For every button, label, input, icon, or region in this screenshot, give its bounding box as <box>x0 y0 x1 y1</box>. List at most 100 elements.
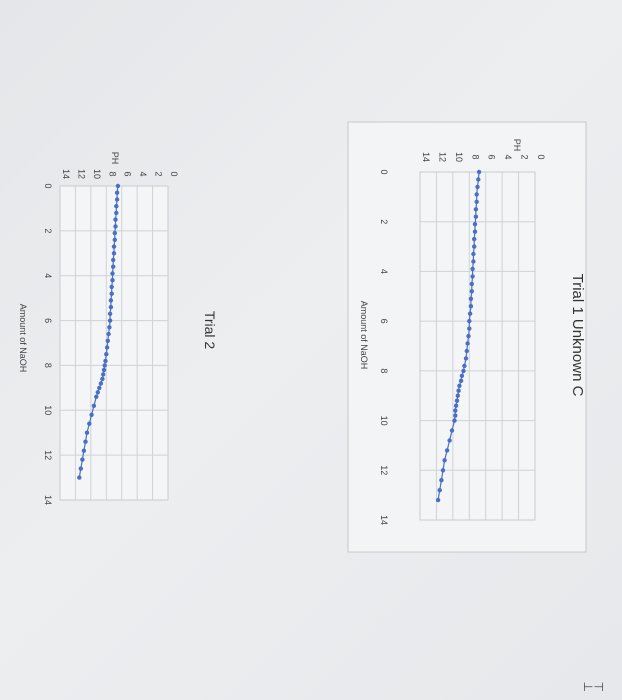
chart-2-y-tick-label: 10 <box>92 169 102 179</box>
chart-2-data-point <box>87 421 92 426</box>
chart-2-data-point <box>91 403 97 408</box>
chart-1-data-point <box>467 318 472 324</box>
chart-2-y-axis-label: PH <box>110 152 120 165</box>
chart-1-data-point <box>472 222 478 227</box>
chart-2-data-point <box>113 217 118 222</box>
chart-2-data-point <box>112 230 118 236</box>
pen-mark: ⊢⊣ <box>583 680 604 694</box>
chart-2-data-point <box>114 190 120 195</box>
chart-2-x-tick-label: 0 <box>43 183 53 188</box>
chart-2-data-point <box>107 318 113 323</box>
chart-1-y-tick-label: 8 <box>470 154 480 159</box>
chart-1-y-axis-label: PH <box>512 139 522 152</box>
chart-1-data-point <box>469 289 474 294</box>
chart-1-data-point <box>461 368 466 374</box>
chart-2-y-tick-label: 4 <box>138 171 148 176</box>
chart-2-data-point <box>102 363 107 368</box>
chart-1-data-point <box>456 388 461 393</box>
chart-2-y-tick-label: 12 <box>76 169 86 179</box>
chart-1-data-point <box>452 418 457 423</box>
chart-2-x-tick-label: 14 <box>43 495 53 505</box>
chart-2-data-point <box>81 448 87 453</box>
chart-2-data-point <box>84 430 90 435</box>
chart-1-plot-area: 0 2 4 6 8 10 12 14 0 2 4 6 8 10 12 14 <box>379 152 546 525</box>
chart-1-data-point <box>474 199 479 204</box>
chart-1-data-point <box>453 413 458 418</box>
chart-1-data-point <box>447 438 452 443</box>
chart-2-data-point <box>107 325 112 330</box>
chart-2-data-point <box>101 372 106 377</box>
chart-1-data-point <box>463 356 469 361</box>
chart-1-data-point <box>464 348 469 354</box>
chart-1-data-point <box>473 214 479 219</box>
chart-2-data-point <box>112 237 118 242</box>
chart-1-title: Trial 1 Unknown C <box>569 274 586 397</box>
chart-1-data-point <box>472 244 477 249</box>
chart-2-data-point <box>108 298 114 303</box>
chart-1-data-point <box>462 363 467 369</box>
chart-2-data-point <box>108 304 114 310</box>
chart-trial-1: Trial 1 Unknown C Amount of NaOH PH 0 2 4 6… <box>347 121 587 553</box>
chart-trial-2: Trial 2 Amount of NaOH PH 02468101214024… <box>18 152 218 505</box>
chart-2-data-point <box>111 257 116 263</box>
chart-1-y-tick-label: 10 <box>454 152 464 162</box>
chart-1-data-point <box>458 378 464 383</box>
chart-2-y-tick-label: 14 <box>61 169 71 179</box>
chart-2-data-point <box>89 412 94 417</box>
chart-1-data-point <box>472 236 477 242</box>
chart-1-x-tick-label: 12 <box>379 465 389 475</box>
chart-1-x-tick-label: 10 <box>379 416 389 426</box>
chart-1-data-point <box>470 266 475 272</box>
chart-1-data-point <box>476 169 482 175</box>
chart-2-data-point <box>77 475 82 480</box>
chart-1-data-point <box>442 458 447 463</box>
chart-1-data-point <box>471 251 476 257</box>
chart-2-data-point <box>94 394 99 399</box>
chart-2-x-tick-label: 10 <box>43 405 53 415</box>
chart-2-data-point <box>111 244 117 249</box>
chart-2-data-point <box>115 183 121 189</box>
chart-2-data-point <box>104 352 109 357</box>
chart-2-y-tick-label: 6 <box>123 171 133 176</box>
chart-1-x-tick-label: 6 <box>379 319 389 324</box>
chart-1-x-axis-label: Amount of NaOH <box>359 301 369 370</box>
chart-2-data-point <box>80 457 85 462</box>
chart-1-data-point <box>465 341 470 346</box>
chart-2-y-tick-label: 8 <box>107 171 117 176</box>
chart-1-data-point <box>467 326 472 331</box>
chart-2-x-tick-label: 6 <box>43 318 53 323</box>
chart-1-y-tick-label: 6 <box>487 154 497 159</box>
chart-2-data-point <box>111 264 116 269</box>
chart-2-x-tick-label: 8 <box>43 363 53 368</box>
chart-1-y-tick-label: 14 <box>421 152 431 162</box>
chart-2-data-point <box>105 338 111 343</box>
chart-2-data-point <box>98 381 104 386</box>
chart-1-data-point <box>454 398 460 403</box>
chart-2-data-point <box>103 358 108 364</box>
chart-1-data-point <box>435 497 441 503</box>
chart-2-y-tick-label: 2 <box>154 171 164 176</box>
chart-1-series-line <box>437 171 480 501</box>
chart-2-data-point <box>106 331 111 337</box>
chart-1-x-tick-label: 8 <box>379 368 389 373</box>
chart-2-data-point <box>110 278 115 283</box>
chart-1-x-tick-label: 0 <box>379 169 389 174</box>
chart-1-x-tick-label: 14 <box>379 515 389 525</box>
chart-1-data-point <box>472 229 478 234</box>
chart-2-data-point <box>101 367 107 373</box>
chart-2-title: Trial 2 <box>202 311 218 350</box>
chart-1-plot-background <box>420 172 535 520</box>
chart-2-data-point <box>104 345 110 350</box>
chart-1-y-tick-label: 12 <box>437 152 447 162</box>
chart-1-x-tick-label: 2 <box>379 219 389 224</box>
chart-1-data-point <box>469 281 474 287</box>
chart-2-data-point <box>78 466 84 471</box>
chart-1-data-point <box>444 448 450 453</box>
chart-1-y-tick-label: 2 <box>520 154 530 159</box>
chart-1-y-tick-label: 0 <box>536 154 546 159</box>
chart-2-data-point <box>111 251 117 256</box>
chart-2-x-tick-label: 12 <box>43 450 53 460</box>
chart-2-data-point <box>109 284 114 290</box>
